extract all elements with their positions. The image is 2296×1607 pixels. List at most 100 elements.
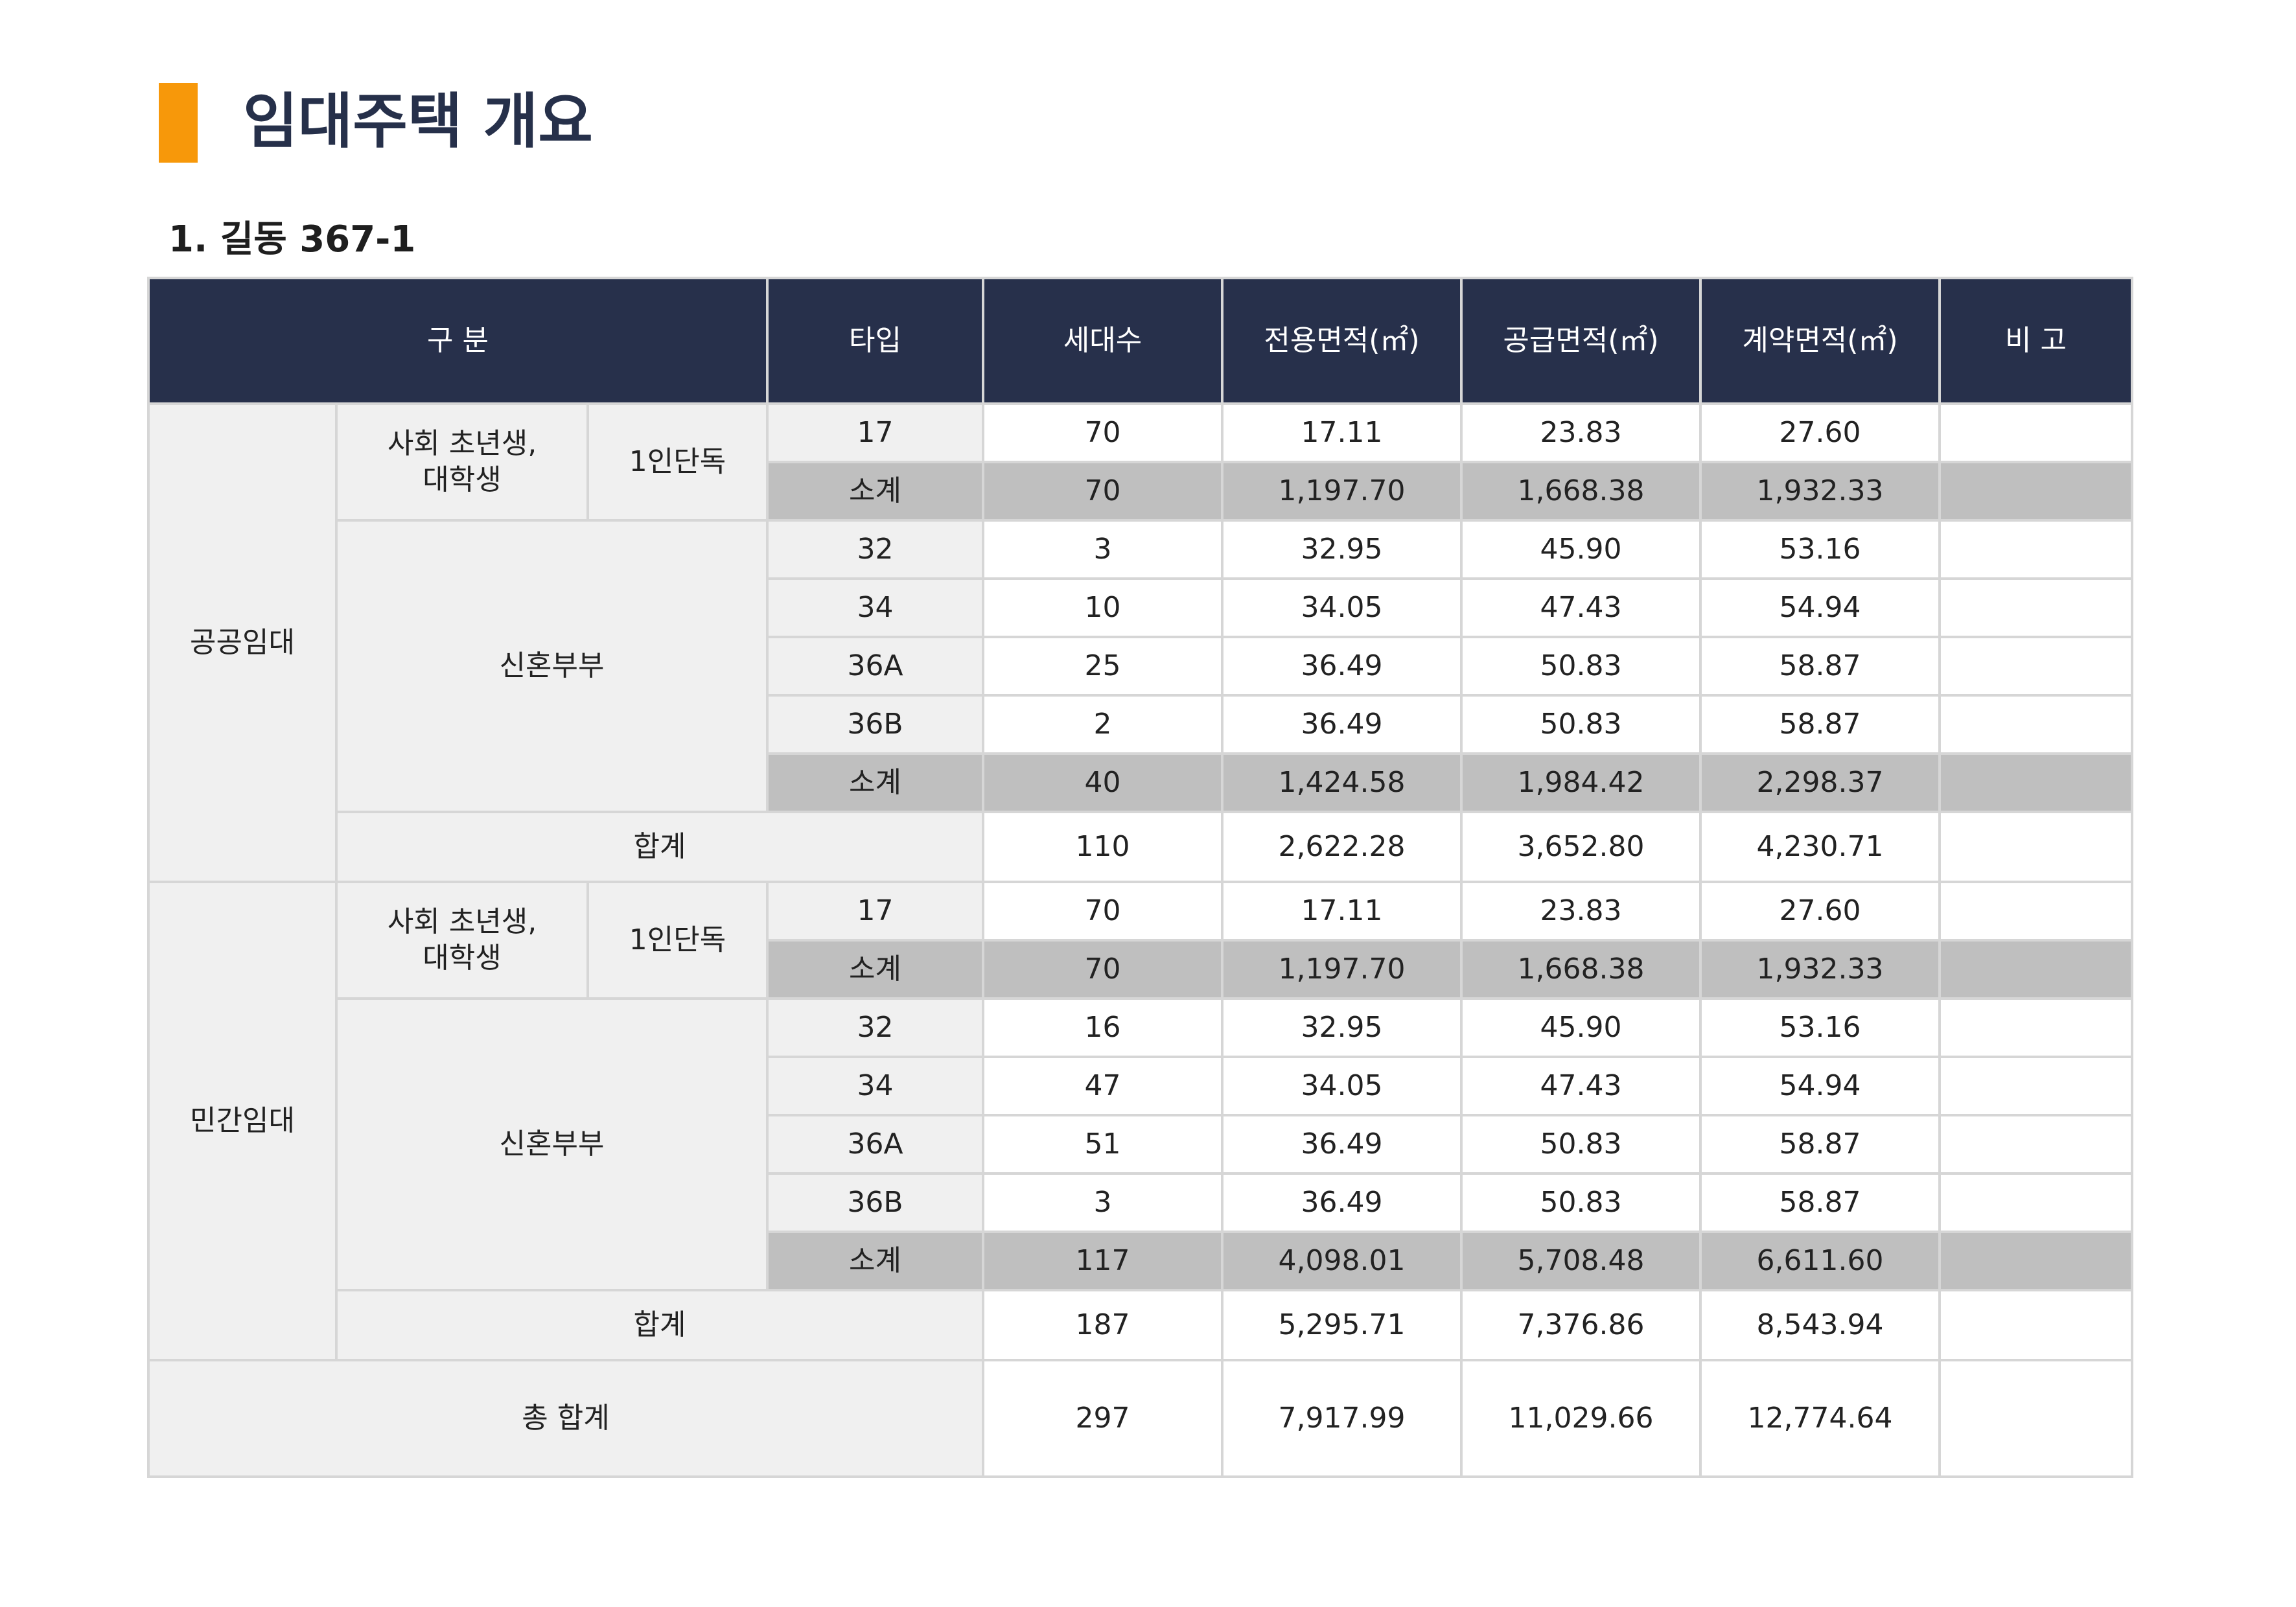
header-category: 구 분 [147,277,769,405]
cell-supply: 11,029.66 [1460,1359,1702,1478]
cell-supply: 5,708.48 [1460,1231,1702,1291]
cell-exclusive: 36.49 [1221,694,1463,755]
cell-remarks [1938,752,2133,813]
cell-type: 17 [766,402,984,463]
cell-exclusive: 2,622.28 [1221,811,1463,883]
cell-contract: 27.60 [1699,881,1941,942]
cell-households: 2 [982,694,1223,755]
cell-remarks [1938,811,2133,883]
cell-contract: 27.60 [1699,402,1941,463]
cell-households: 47 [982,1056,1223,1116]
cell-subtotal-label: 소계 [766,461,984,522]
cell-supply: 45.90 [1460,519,1702,580]
cell-households: 3 [982,1172,1223,1233]
cell-contract: 6,611.60 [1699,1231,1941,1291]
cell-subtotal-label: 소계 [766,939,984,1000]
cell-remarks [1938,1359,2133,1478]
cell-contract: 58.87 [1699,1172,1941,1233]
table-row: 공공임대 사회 초년생, 대학생 1인단독 17 70 17.11 23.83 … [147,402,2133,883]
cell-supply: 45.90 [1460,997,1702,1058]
cell-remarks [1938,636,2133,697]
cell-remarks [1938,939,2133,1000]
cell-type: 36A [766,636,984,697]
cell-contract: 2,298.37 [1699,752,1941,813]
cell-type: 32 [766,519,984,580]
cell-households: 297 [982,1359,1223,1478]
table-row: 36B 3 36.49 50.83 58.87 [148,1172,2133,1233]
cell-type: 34 [766,1056,984,1116]
cell-exclusive: 32.95 [1221,519,1463,580]
cell-contract: 58.87 [1699,636,1941,697]
cell-households: 25 [982,636,1223,697]
cell-subtotal-label: 소계 [766,1231,984,1291]
cell-supply: 3,652.80 [1460,811,1702,883]
cell-remarks [1938,461,2133,522]
cell-supply: 1,668.38 [1460,461,1702,522]
header-supply-area: 공급면적(㎡) [1460,277,1702,405]
cell-supply: 23.83 [1460,402,1702,463]
subgroup-single-public: 1인단독 [586,402,769,522]
cell-contract: 53.16 [1699,519,1941,580]
cell-exclusive: 5,295.71 [1221,1289,1463,1361]
cell-households: 70 [982,881,1223,942]
cell-remarks [1938,1231,2133,1291]
table-row: 34 47 34.05 47.43 54.94 [148,1056,2133,1116]
cell-households: 110 [982,811,1223,883]
cell-supply: 50.83 [1460,1114,1702,1175]
cell-remarks [1938,577,2133,638]
cell-total-label: 합계 [335,811,984,883]
cell-households: 187 [982,1289,1223,1361]
cell-households: 10 [982,577,1223,638]
cell-remarks [1938,1289,2133,1361]
cell-contract: 58.87 [1699,694,1941,755]
cell-remarks [1938,1056,2133,1116]
header-type: 타입 [766,277,984,405]
cell-subtotal-label: 소계 [766,752,984,813]
rental-housing-table: 구 분 타입 세대수 전용면적(㎡) 공급면적(㎡) 계약면적(㎡) 비 고 공… [147,277,2133,1478]
header-remarks: 비 고 [1938,277,2133,405]
header-contract-area: 계약면적(㎡) [1699,277,1941,405]
group-newlywed-private: 신혼부부 [335,997,769,1291]
title-accent-bar [159,83,198,163]
total-row: 합계 110 2,622.28 3,652.80 4,230.71 [148,811,2133,883]
cell-remarks [1938,1172,2133,1233]
cell-type: 34 [766,577,984,638]
cell-contract: 1,932.33 [1699,461,1941,522]
table-row: 34 10 34.05 47.43 54.94 [148,577,2133,638]
subgroup-single-private: 1인단독 [586,881,769,1000]
cell-exclusive: 17.11 [1221,402,1463,463]
cell-households: 40 [982,752,1223,813]
cell-remarks [1938,1114,2133,1175]
section-title: 1. 길동 367-1 [168,218,416,260]
category-private: 민간임대 [147,881,338,1361]
table-row: 신혼부부 32 3 32.95 45.90 53.16 [148,519,2133,813]
cell-grand-total-label: 총 합계 [147,1359,984,1478]
cell-supply: 47.43 [1460,1056,1702,1116]
cell-exclusive: 36.49 [1221,1114,1463,1175]
cell-exclusive: 34.05 [1221,1056,1463,1116]
page-title: 임대주택 개요 [243,87,593,156]
cell-exclusive: 36.49 [1221,1172,1463,1233]
cell-exclusive: 36.49 [1221,636,1463,697]
cell-supply: 47.43 [1460,577,1702,638]
cell-type: 36B [766,694,984,755]
category-public: 공공임대 [147,402,338,883]
cell-contract: 53.16 [1699,997,1941,1058]
cell-total-label: 합계 [335,1289,984,1361]
cell-exclusive: 1,197.70 [1221,461,1463,522]
cell-remarks [1938,881,2133,942]
group-young-public: 사회 초년생, 대학생 [335,402,589,522]
cell-supply: 1,668.38 [1460,939,1702,1000]
cell-households: 16 [982,997,1223,1058]
cell-households: 70 [982,402,1223,463]
cell-households: 70 [982,939,1223,1000]
cell-households: 51 [982,1114,1223,1175]
cell-supply: 50.83 [1460,694,1702,755]
cell-supply: 50.83 [1460,636,1702,697]
cell-supply: 50.83 [1460,1172,1702,1233]
cell-remarks [1938,519,2133,580]
cell-supply: 7,376.86 [1460,1289,1702,1361]
table-row: 신혼부부 32 16 32.95 45.90 53.16 [148,997,2133,1291]
cell-exclusive: 1,424.58 [1221,752,1463,813]
cell-exclusive: 17.11 [1221,881,1463,942]
